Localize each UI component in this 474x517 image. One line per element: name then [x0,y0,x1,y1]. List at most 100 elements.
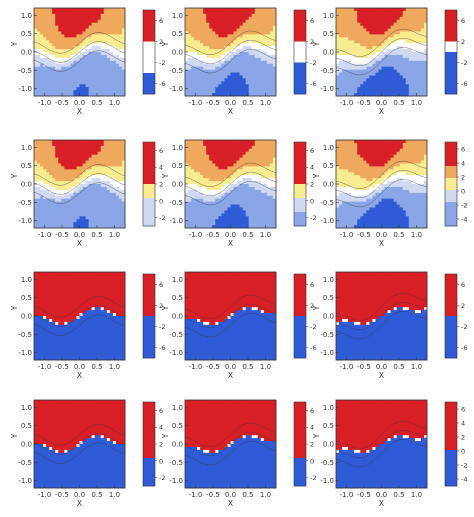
heatmap-cell [52,143,55,146]
heatmap-cell [185,216,188,219]
heatmap-cell [55,46,58,49]
heatmap-cell [270,143,273,146]
heatmap-cell [264,61,267,64]
heatmap-cell [252,20,255,23]
heatmap-cell [237,193,240,196]
heatmap-cell [64,205,67,208]
heatmap-cell [354,140,357,143]
heatmap-cell [421,26,424,29]
heatmap-cell [203,43,206,46]
heatmap-cell [252,67,255,70]
heatmap-cell [234,149,237,152]
heatmap-cell [345,207,348,210]
colorbar-band [143,156,155,170]
heatmap-cell [104,58,107,61]
heatmap-cell [351,152,354,155]
heatmap-cell [382,23,385,26]
heatmap-cell [34,184,37,187]
heatmap-cell [258,140,261,143]
heatmap-cell [86,190,89,193]
heatmap-cell [194,187,197,190]
heatmap-cell [339,61,342,64]
heatmap-cell [243,55,246,58]
heatmap-cell [67,78,70,81]
heatmap-cell [203,158,206,161]
heatmap-cell [194,64,197,67]
heatmap-cell [267,172,270,175]
heatmap-cell [43,11,46,14]
heatmap-cell [243,202,246,205]
heatmap-cell [67,81,70,84]
heatmap-cell [421,29,424,32]
heatmap-cell [255,78,258,81]
heatmap-cell [372,34,375,37]
heatmap-cell [67,163,70,166]
heatmap-cell [252,14,255,17]
heatmap-cell [382,73,385,76]
heatmap-cell [113,20,116,23]
heatmap-cell [357,87,360,90]
heatmap-cell [116,78,119,81]
heatmap-cell [336,216,339,219]
heatmap-cell [116,222,119,225]
heatmap-cell [185,23,188,26]
heatmap-cell [58,67,61,70]
heatmap-cell [397,26,400,29]
heatmap-cell [237,222,240,225]
heatmap-cell [237,14,240,17]
heatmap-cell [191,58,194,61]
heatmap-cell [52,175,55,178]
heatmap-cell [209,199,212,202]
heatmap-cell [209,155,212,158]
heatmap-cell [409,87,412,90]
heatmap-cell [237,181,240,184]
heatmap-cell [89,169,92,172]
heatmap-cell [336,158,339,161]
heatmap-cell [43,207,46,210]
heatmap-cell [421,37,424,40]
heatmap-cell [203,146,206,149]
heatmap-cell [80,23,83,26]
heatmap-cell [261,87,264,90]
heatmap-cell [369,14,372,17]
heatmap-cell [255,37,258,40]
heatmap-cell [104,8,107,11]
heatmap-cell [203,31,206,34]
heatmap-cell [101,8,104,11]
heatmap-cell [270,210,273,213]
heatmap-cell [354,169,357,172]
heatmap-cell [40,172,43,175]
heatmap-cell [372,23,375,26]
heatmap-cell [206,216,209,219]
heatmap-cell [369,73,372,76]
heatmap-cell [43,163,46,166]
heatmap-cell [104,152,107,155]
heatmap-cell [101,161,104,164]
heatmap-cell [354,216,357,219]
heatmap-cell [64,187,67,190]
heatmap-cell [70,23,73,26]
heatmap-cell [342,187,345,190]
heatmap-cell [188,37,191,40]
x-tick-label: 0.5 [242,231,253,239]
heatmap-cell [270,8,273,11]
heatmap-cell [258,169,261,172]
heatmap-cell [258,146,261,149]
heatmap-cell [212,146,215,149]
heatmap-cell [80,158,83,161]
heatmap-cell [218,67,221,70]
heatmap-cell [43,213,46,216]
heatmap-cell [92,213,95,216]
heatmap-cell [261,29,264,32]
heatmap-cell [240,210,243,213]
heatmap-cell [342,84,345,87]
heatmap-cell [200,26,203,29]
heatmap-cell [191,161,194,164]
heatmap-cell [206,155,209,158]
heatmap-cell [92,187,95,190]
heatmap-cell [227,222,230,225]
heatmap-cell [218,196,221,199]
heatmap-cell [252,34,255,37]
heatmap-cell [104,202,107,205]
heatmap-cell [354,213,357,216]
